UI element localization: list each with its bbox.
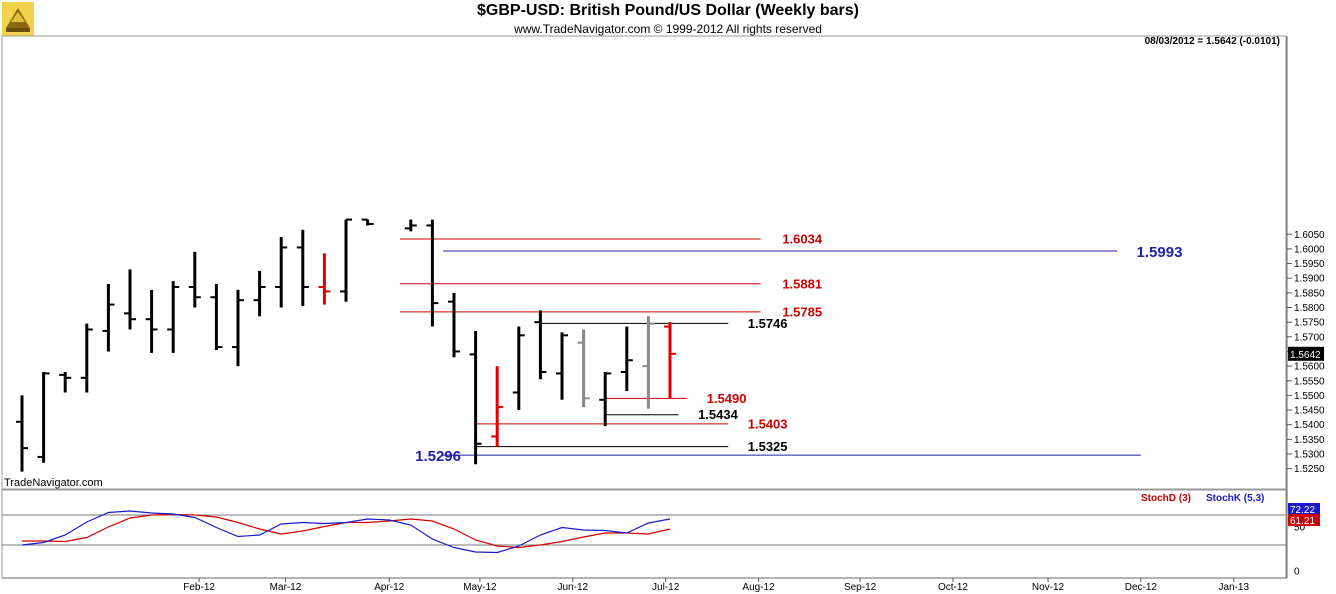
- stochastic-y-tick-label: 50: [1294, 523, 1306, 534]
- x-axis-tick-label: Oct-12: [938, 582, 968, 593]
- legend-stoch-d: StochD (3): [1141, 493, 1191, 504]
- page-title: $GBP-USD: British Pound/US Dollar (Weekl…: [477, 2, 859, 19]
- x-axis-tick-label: Mar-12: [270, 582, 302, 593]
- level-label: 1.5785: [782, 304, 822, 319]
- price-y-tick-label: 1.5300: [1294, 450, 1325, 461]
- x-axis-tick-label: Nov-12: [1032, 582, 1065, 593]
- price-y-tick-label: 1.5900: [1294, 274, 1325, 285]
- price-y-tick-label: 1.5400: [1294, 420, 1325, 431]
- x-axis-tick-label: Dec-12: [1125, 582, 1158, 593]
- x-axis-tick-label: Apr-12: [374, 582, 404, 593]
- price-panel-frame: [1, 35, 1287, 490]
- level-label: 1.5490: [707, 391, 747, 406]
- level-label: 1.6034: [782, 231, 823, 246]
- price-y-tick-label: 1.5450: [1294, 406, 1325, 417]
- stoch-d-last-marker: [1288, 514, 1320, 526]
- x-axis-tick-label: Jan-13: [1218, 582, 1249, 593]
- stoch-k-last-label: 72.22: [1290, 505, 1315, 516]
- x-axis-tick-label: Aug-12: [742, 582, 775, 593]
- level-label: 1.5746: [748, 316, 788, 331]
- price-y-tick-label: 1.5350: [1294, 435, 1325, 446]
- price-y-tick-label: 1.5950: [1294, 259, 1325, 270]
- price-y-tick-label: 1.5600: [1294, 362, 1325, 373]
- stoch-k-last-marker: [1288, 503, 1320, 515]
- stochastic-y-tick-label: 0: [1294, 567, 1300, 578]
- price-y-tick-label: 1.5700: [1294, 332, 1325, 343]
- trade-navigator-logo-icon: [2, 2, 34, 36]
- stochastic-series-line: [22, 513, 671, 549]
- legend-stoch-k: StochK (5,3): [1206, 493, 1264, 504]
- stochastic-series-line: [21, 510, 671, 554]
- level-label: 1.5881: [782, 276, 822, 291]
- price-y-tick-label: 1.5750: [1294, 318, 1325, 329]
- price-y-tick-label: 1.5550: [1294, 376, 1325, 387]
- x-axis-tick-label: Sep-12: [844, 582, 877, 593]
- price-y-tick-label: 1.6050: [1294, 230, 1325, 241]
- x-axis-tick-label: Feb-12: [183, 582, 215, 593]
- last-price-info: 08/03/2012 = 1.5642 (-0.0101): [1144, 36, 1280, 47]
- level-label: 1.5403: [748, 416, 788, 431]
- level-label: 1.5434: [698, 407, 739, 422]
- price-y-tick-label: 1.5850: [1294, 288, 1325, 299]
- last-price-marker-label: 1.5642: [1290, 350, 1321, 361]
- last-price-marker: [1288, 346, 1324, 361]
- watermark-text: TradeNavigator.com: [4, 477, 103, 489]
- stoch-d-last-label: 61.21: [1290, 516, 1315, 527]
- level-label: 1.5296: [415, 448, 461, 465]
- x-axis-tick-label: Jun-12: [558, 582, 589, 593]
- price-y-tick-label: 1.5250: [1294, 464, 1325, 475]
- price-y-tick-label: 1.6000: [1294, 244, 1325, 255]
- price-y-tick-label: 1.5800: [1294, 303, 1325, 314]
- copyright-text: www.TradeNavigator.com © 1999-2012 All r…: [514, 22, 822, 36]
- level-label: 1.5325: [748, 439, 788, 454]
- level-label: 1.5993: [1137, 244, 1183, 261]
- price-y-tick-label: 1.5500: [1294, 391, 1325, 402]
- x-axis-tick-label: May-12: [463, 582, 497, 593]
- x-axis-tick-label: Jul-12: [652, 582, 680, 593]
